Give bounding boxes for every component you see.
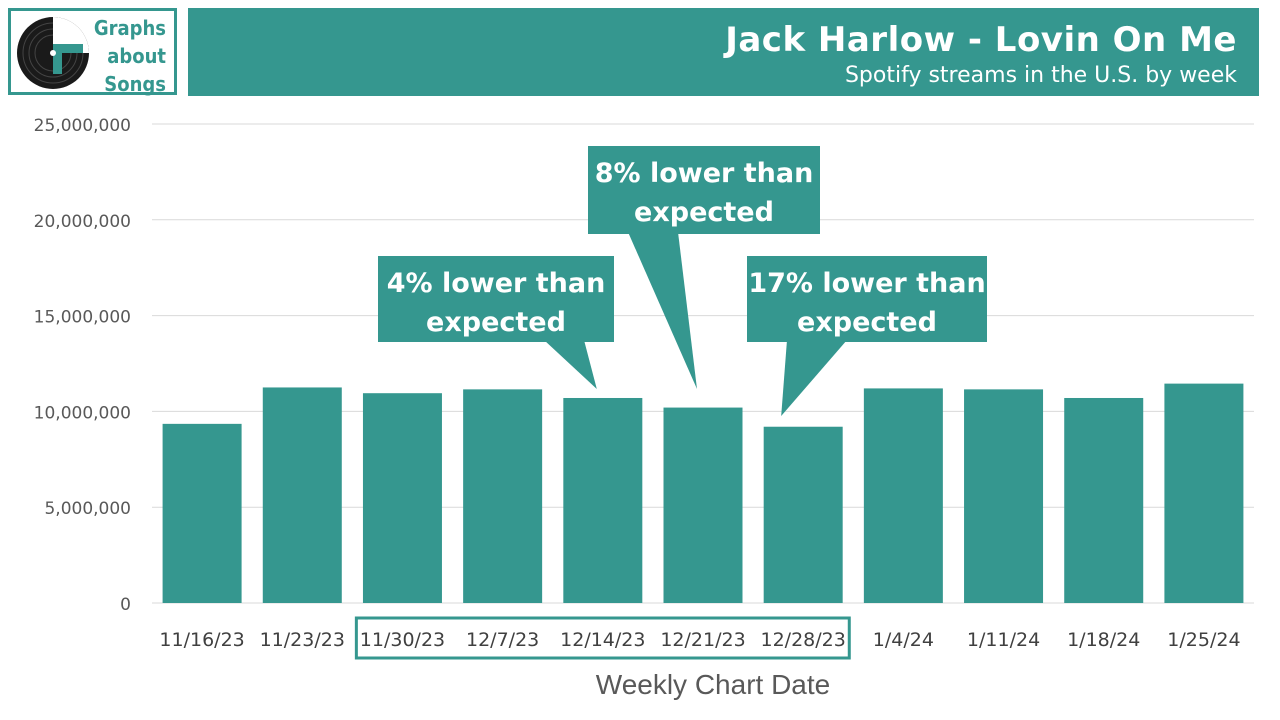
bar	[964, 389, 1044, 603]
logo-line-1: Graphs	[93, 16, 166, 40]
callout-line-1: 8% lower than	[595, 158, 814, 189]
x-tick-label: 12/21/23	[660, 629, 745, 651]
callout-line-2: expected	[634, 197, 774, 228]
y-tick-label: 10,000,000	[34, 403, 131, 423]
highlight-box	[354, 616, 851, 660]
x-tick-label: 11/23/23	[260, 629, 345, 651]
vinyl-record-icon	[17, 17, 89, 89]
bar	[1164, 383, 1244, 603]
logo-line-2: about	[107, 44, 166, 68]
x-tick-label: 11/30/23	[360, 629, 445, 651]
y-tick-label: 25,000,000	[34, 116, 131, 136]
logo-text: Graphs about Songs	[94, 14, 166, 98]
x-tick-label: 11/16/23	[159, 629, 244, 651]
callout-line-1: 4% lower than	[387, 268, 606, 299]
x-tick-label: 1/25/24	[1167, 629, 1240, 651]
x-tick-label: 12/7/23	[466, 629, 539, 651]
callout-pointer	[544, 340, 597, 389]
logo: Graphs about Songs	[8, 8, 177, 98]
callout-pointer	[781, 340, 847, 416]
bar	[463, 389, 543, 603]
chart-subtitle: Spotify streams in the U.S. by week	[844, 63, 1237, 88]
x-tick-label: 12/14/23	[560, 629, 645, 651]
bar	[863, 388, 943, 603]
y-tick-label: 15,000,000	[34, 308, 131, 328]
y-tick-label: 5,000,000	[44, 499, 131, 519]
callout-pointer	[628, 232, 697, 389]
header-bar: Jack Harlow - Lovin On Me Spotify stream…	[188, 8, 1259, 96]
callout-line-2: expected	[797, 307, 937, 338]
bar	[162, 423, 242, 603]
callout-line-2: expected	[426, 307, 566, 338]
y-tick-label: 20,000,000	[34, 212, 131, 232]
callout-box	[747, 256, 987, 342]
callout-box	[378, 256, 614, 342]
bar	[663, 407, 743, 603]
y-tick-label: 0	[120, 595, 131, 615]
logo-line-3: Songs	[104, 72, 166, 96]
bar	[262, 387, 342, 603]
chart-title: Jack Harlow - Lovin On Me	[725, 20, 1237, 60]
x-tick-label: 1/4/24	[873, 629, 934, 651]
bar	[362, 393, 442, 603]
callout-box	[588, 146, 820, 234]
x-axis-label: Weekly Chart Date	[596, 669, 830, 700]
bar	[763, 426, 843, 603]
bar	[563, 397, 643, 603]
x-tick-label: 12/28/23	[761, 629, 846, 651]
bar	[1064, 397, 1144, 603]
x-tick-label: 1/11/24	[967, 629, 1040, 651]
x-tick-label: 1/18/24	[1067, 629, 1140, 651]
callout-line-1: 17% lower than	[748, 268, 985, 299]
